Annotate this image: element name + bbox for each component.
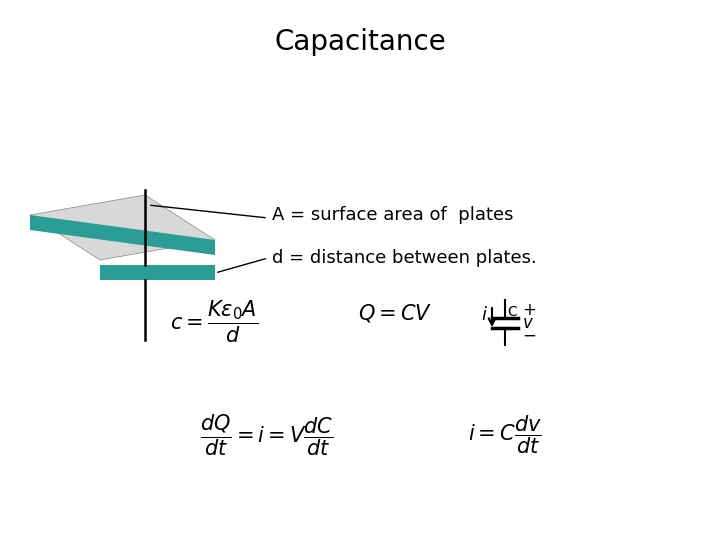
Text: $i$: $i$ [481,306,488,324]
Text: $i = C\dfrac{dv}{dt}$: $i = C\dfrac{dv}{dt}$ [468,414,542,456]
Text: A = surface area of  plates: A = surface area of plates [272,206,513,224]
Text: $v$: $v$ [522,314,534,332]
Polygon shape [100,265,215,280]
Text: Capacitance: Capacitance [274,28,446,56]
Polygon shape [30,215,215,255]
Text: C: C [507,305,517,319]
Polygon shape [30,195,215,260]
Text: $c = \dfrac{K\varepsilon_0 A}{d}$: $c = \dfrac{K\varepsilon_0 A}{d}$ [170,299,258,345]
Text: +: + [522,301,536,319]
Text: d = distance between plates.: d = distance between plates. [272,249,536,267]
Text: $\dfrac{dQ}{dt} = i = V\dfrac{dC}{dt}$: $\dfrac{dQ}{dt} = i = V\dfrac{dC}{dt}$ [200,412,333,458]
Text: $Q = CV$: $Q = CV$ [358,302,432,324]
Text: −: − [522,327,536,345]
